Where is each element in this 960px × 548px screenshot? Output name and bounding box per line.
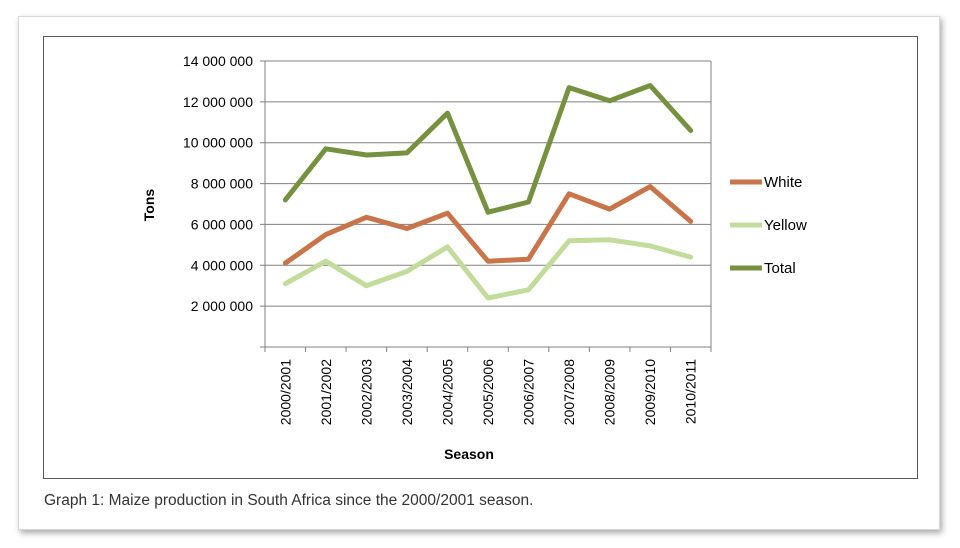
y-tick-label: 14 000 000 — [183, 53, 253, 69]
y-tick-label: 8 000 000 — [191, 176, 253, 192]
x-tick-label: 2002/2003 — [358, 359, 374, 425]
chart-frame — [43, 36, 918, 479]
legend-label-total: Total — [764, 260, 796, 277]
x-tick-labels: 2000/2001 2001/2002 2002/2003 2003/2004 2004… — [277, 359, 698, 425]
legend: White Yellow Total — [730, 174, 807, 277]
axes — [260, 61, 712, 352]
y-tick-label: 12 000 000 — [183, 94, 253, 110]
x-tick-label: 2004/2005 — [439, 359, 455, 425]
y-tick-labels: 2 000 000 4 000 000 6 000 000 8 000 000 10 0… — [183, 53, 253, 314]
y-axis-title: Tons — [141, 189, 157, 222]
y-tick-label: 4 000 000 — [191, 257, 253, 273]
series-line-yellow — [282, 237, 694, 301]
gridlines — [260, 60, 711, 307]
x-tick-label: 2003/2004 — [399, 359, 415, 425]
y-tick-label: 2 000 000 — [191, 298, 253, 314]
figure-caption: Graph 1: Maize production in South Afric… — [44, 492, 534, 509]
x-tick-label: 2010/2011 — [683, 359, 699, 424]
x-tick-label: 2005/2006 — [480, 359, 496, 425]
legend-label-white: White — [764, 174, 802, 191]
y-tick-label: 10 000 000 — [183, 135, 253, 151]
x-tick-label: 2001/2002 — [318, 359, 334, 425]
x-tick-label: 2008/2009 — [602, 359, 618, 425]
x-tick-label: 2007/2008 — [561, 359, 577, 425]
x-tick-label: 2000/2001 — [277, 359, 293, 425]
x-tick-label: 2006/2007 — [521, 359, 537, 425]
series-lines — [282, 83, 694, 301]
y-tick-label: 6 000 000 — [191, 216, 253, 232]
series-line-total — [282, 83, 694, 215]
legend-label-yellow: Yellow — [764, 217, 807, 234]
x-axis-title: Season — [444, 446, 494, 462]
series-line-white — [282, 184, 694, 266]
x-tick-label: 2009/2010 — [642, 359, 658, 425]
